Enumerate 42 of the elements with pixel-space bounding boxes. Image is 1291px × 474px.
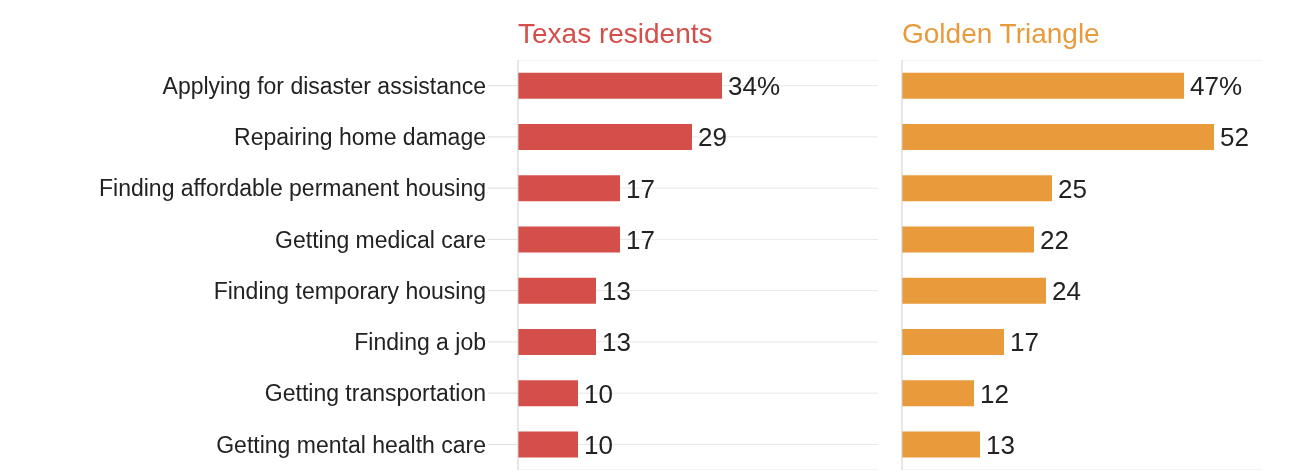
y-tick-label: Repairing home damage bbox=[234, 124, 486, 151]
chart-title: Golden Triangle bbox=[901, 17, 1101, 51]
data-label: 17 bbox=[626, 224, 655, 255]
data-label: 29 bbox=[698, 122, 727, 153]
y-tick-label: Applying for disaster assistance bbox=[162, 72, 486, 99]
bar bbox=[902, 72, 1184, 99]
bar bbox=[902, 431, 980, 458]
y-tick-label: Finding a job bbox=[354, 329, 486, 356]
data-label: 25 bbox=[1058, 173, 1087, 204]
bar bbox=[518, 175, 620, 202]
bar bbox=[902, 329, 1004, 356]
bar bbox=[902, 124, 1214, 151]
bar bbox=[902, 226, 1034, 253]
data-label: 34% bbox=[728, 71, 781, 102]
y-tick-label: Getting transportation bbox=[264, 380, 486, 407]
bar bbox=[518, 380, 578, 407]
y-tick-label: Getting mental health care bbox=[216, 431, 486, 458]
data-label: 24 bbox=[1052, 276, 1081, 307]
data-label: 52 bbox=[1220, 122, 1249, 153]
data-label: 22 bbox=[1040, 224, 1069, 255]
bar bbox=[518, 72, 722, 99]
y-tick-label: Finding temporary housing bbox=[213, 277, 486, 304]
data-label: 13 bbox=[602, 327, 631, 358]
bar bbox=[518, 124, 692, 151]
data-label: 17 bbox=[1010, 327, 1039, 358]
bar bbox=[518, 277, 596, 304]
bar bbox=[902, 277, 1046, 304]
data-label: 12 bbox=[980, 378, 1009, 409]
bar bbox=[902, 380, 974, 407]
data-label: 13 bbox=[986, 429, 1015, 460]
data-label: 10 bbox=[584, 378, 613, 409]
bar bbox=[518, 329, 596, 356]
data-label: 17 bbox=[626, 173, 655, 204]
chart-title: Texas residents bbox=[517, 17, 714, 51]
bar bbox=[518, 226, 620, 253]
data-label: 47% bbox=[1190, 71, 1243, 102]
data-label: 10 bbox=[584, 429, 613, 460]
bar bbox=[518, 431, 578, 458]
bar bbox=[902, 175, 1052, 202]
data-label: 13 bbox=[602, 276, 631, 307]
y-tick-label: Finding affordable permanent housing bbox=[98, 175, 486, 202]
y-tick-label: Getting medical care bbox=[275, 226, 486, 253]
